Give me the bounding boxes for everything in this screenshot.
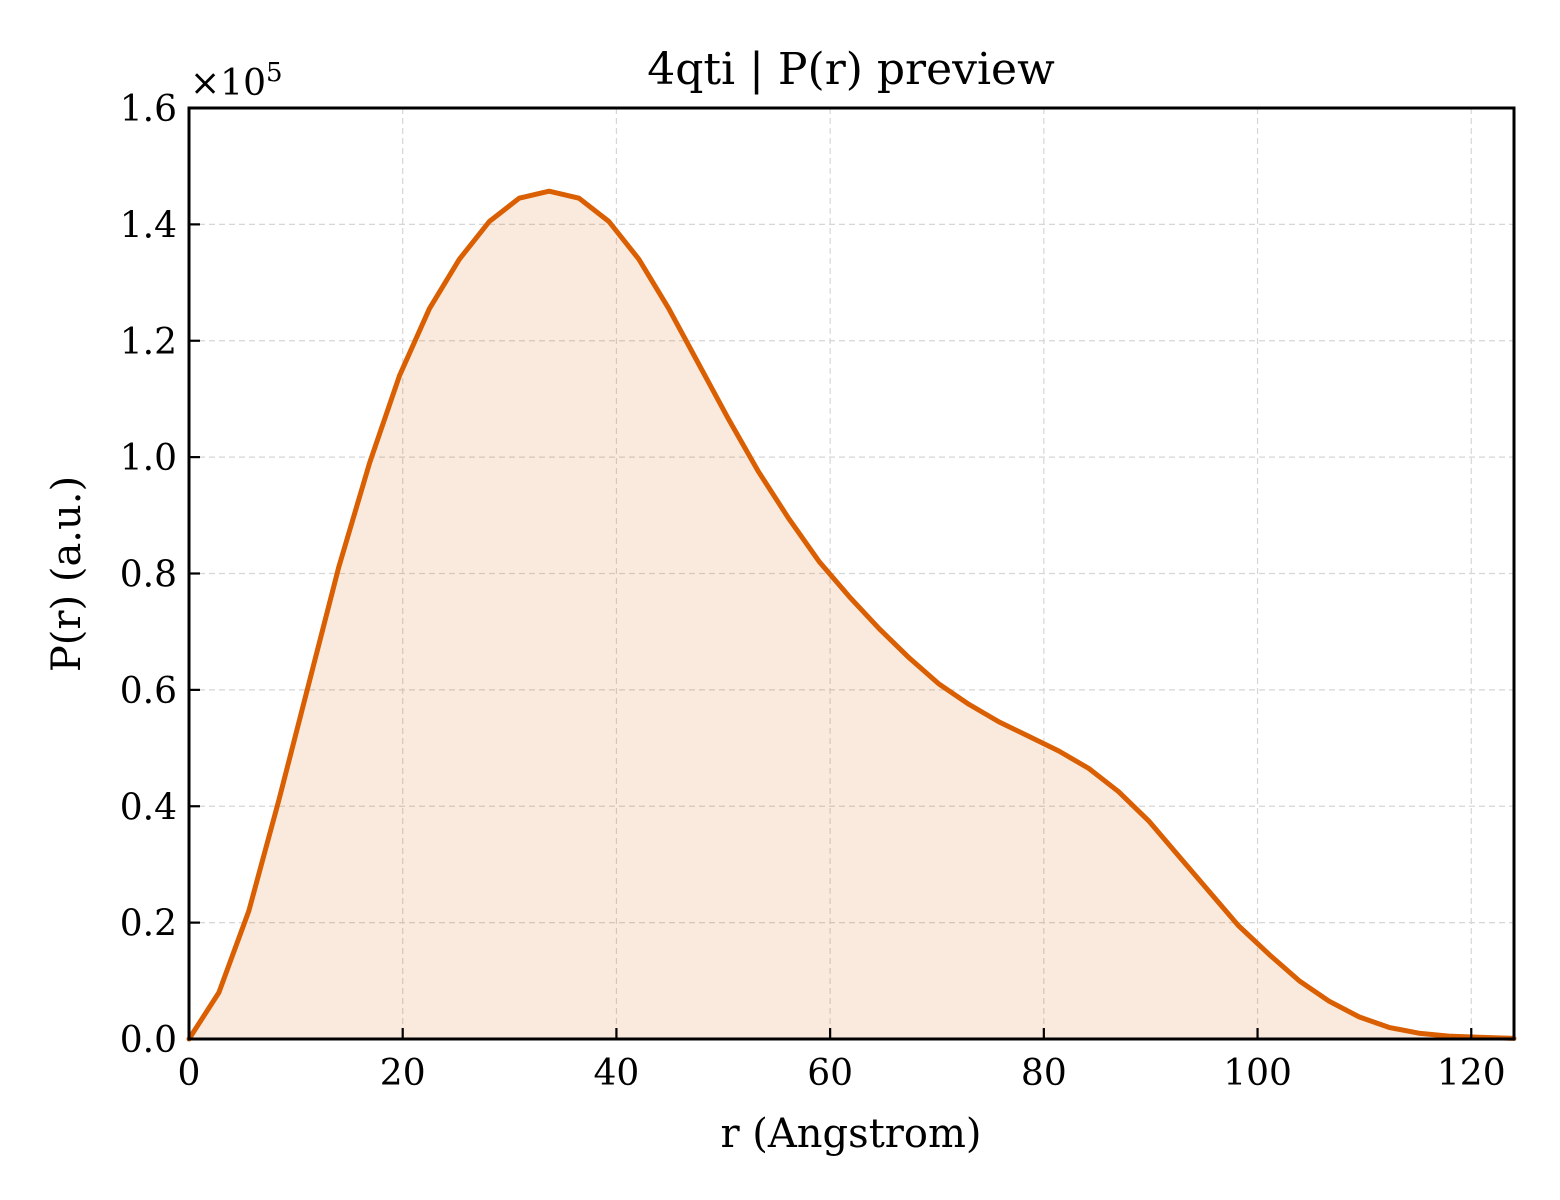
x-tick-label: 60 [807, 1053, 853, 1094]
x-tick-label: 20 [380, 1053, 426, 1094]
y-tick-label: 1.0 [120, 438, 177, 479]
y-axis-multiplier-exponent: 5 [266, 58, 283, 88]
y-tick-label: 0.2 [120, 904, 177, 945]
y-tick-label: 1.4 [120, 205, 177, 246]
y-axis-multiplier: ×105 [190, 58, 283, 104]
y-tick-label: 0.8 [120, 555, 177, 596]
x-tick-label: 0 [178, 1053, 201, 1094]
plot-frame [187, 106, 1516, 1041]
y-tick-label: 0.6 [120, 671, 177, 712]
x-axis-label: r (Angstrom) [720, 1111, 981, 1157]
y-tick-label: 1.6 [120, 89, 177, 130]
x-tick-label: 120 [1437, 1053, 1506, 1094]
y-tick-label: 1.2 [120, 322, 177, 363]
y-axis-label: P(r) (a.u.) [44, 476, 90, 672]
chart-title: 4qti | P(r) preview [647, 44, 1055, 95]
x-tick-label: 40 [594, 1053, 640, 1094]
grid-layer [188, 107, 1514, 1040]
y-tick-label: 0.4 [120, 787, 177, 828]
x-tick-label: 100 [1223, 1053, 1292, 1094]
series-line [186, 188, 1517, 1042]
area-fill [189, 191, 1514, 1039]
y-tick-label: 0.0 [120, 1020, 177, 1061]
tick-layer: 0 20 40 60 80 100 120 0.0 0.2 0.4 0.6 0.8 1.0 1.2 1.4 1… [120, 89, 1506, 1094]
x-tick-label: 80 [1021, 1053, 1067, 1094]
